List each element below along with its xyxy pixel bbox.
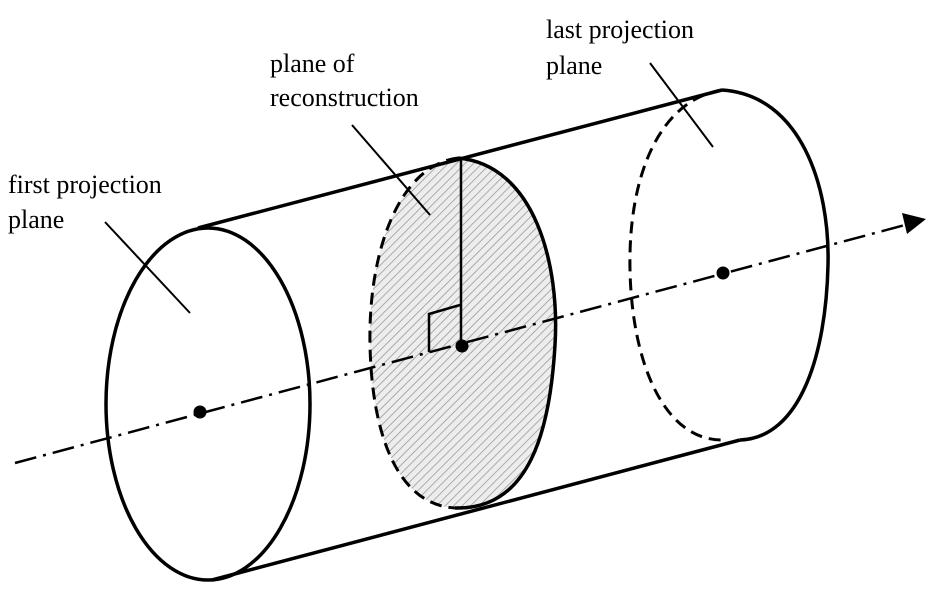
last-plane-label-line2: plane bbox=[546, 51, 602, 80]
right-angle-marker bbox=[427, 303, 461, 352]
first-plane-leader bbox=[104, 221, 191, 314]
last-plane-label-line1: last projection bbox=[546, 15, 694, 44]
first-plane-center-dot bbox=[193, 405, 207, 419]
first-plane-label-line1: first projection bbox=[8, 170, 162, 199]
reconstruction-plane-front-edge bbox=[454, 156, 558, 510]
axis-arrowhead bbox=[902, 213, 926, 234]
cylinder-top-edge bbox=[197, 88, 723, 230]
recon-plane-label-line2: reconstruction bbox=[270, 83, 419, 112]
first-plane-label-line2: plane bbox=[8, 205, 64, 234]
cylinder-bottom-edge bbox=[211, 438, 741, 582]
first-projection-plane bbox=[104, 226, 312, 582]
last-plane-leader bbox=[649, 62, 714, 148]
recon-plane-leader bbox=[351, 124, 431, 216]
recon-plane-label-line1: plane of bbox=[270, 49, 355, 78]
last-plane-center-dot bbox=[716, 266, 730, 280]
last-projection-plane-front-edge bbox=[721, 88, 830, 442]
last-projection-plane-back-edge bbox=[628, 88, 723, 442]
reconstruction-plane-fill bbox=[369, 158, 556, 509]
